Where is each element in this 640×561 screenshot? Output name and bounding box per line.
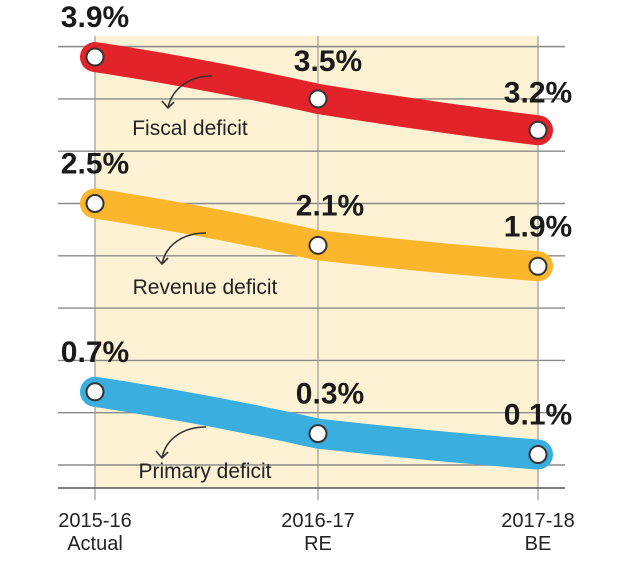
data-label: 3.5% [294,45,362,78]
series-name-label: Primary deficit [138,460,271,483]
data-point [528,445,548,465]
data-label: 2.1% [296,189,364,222]
x-tick-label: 2016-17 [281,510,354,532]
series-name-label: Fiscal deficit [132,117,248,140]
data-point [528,256,548,276]
grid-lines [58,36,565,500]
data-point [308,89,328,109]
data-point [85,382,105,402]
pointer-arrow [161,232,207,265]
data-point [308,235,328,255]
series-name-label: Revenue deficit [133,276,278,299]
data-point [85,194,105,213]
data-label: 0.3% [296,378,364,411]
x-tick-label: 2015-16 [58,510,131,532]
x-tick-sublabel: RE [304,533,332,555]
data-label: 1.9% [504,210,572,243]
x-tick-label: 2017-18 [501,510,574,532]
data-label: 2.5% [61,148,129,181]
x-tick-sublabel: Actual [67,533,123,555]
pointer-arrow-head [161,100,175,110]
data-label: 3.2% [504,76,572,109]
data-point [85,47,105,67]
data-point [528,120,548,140]
data-label: 0.7% [61,336,129,369]
pointer-arrow-head [155,256,169,266]
pointer-arrow [167,75,213,109]
data-label: 3.9% [61,1,129,34]
pointer-arrow-head [155,450,169,460]
x-tick-sublabel: BE [525,533,552,555]
data-label: 0.1% [504,399,572,432]
pointer-arrow [161,426,207,459]
series-lines [80,42,553,470]
data-point [308,424,328,444]
